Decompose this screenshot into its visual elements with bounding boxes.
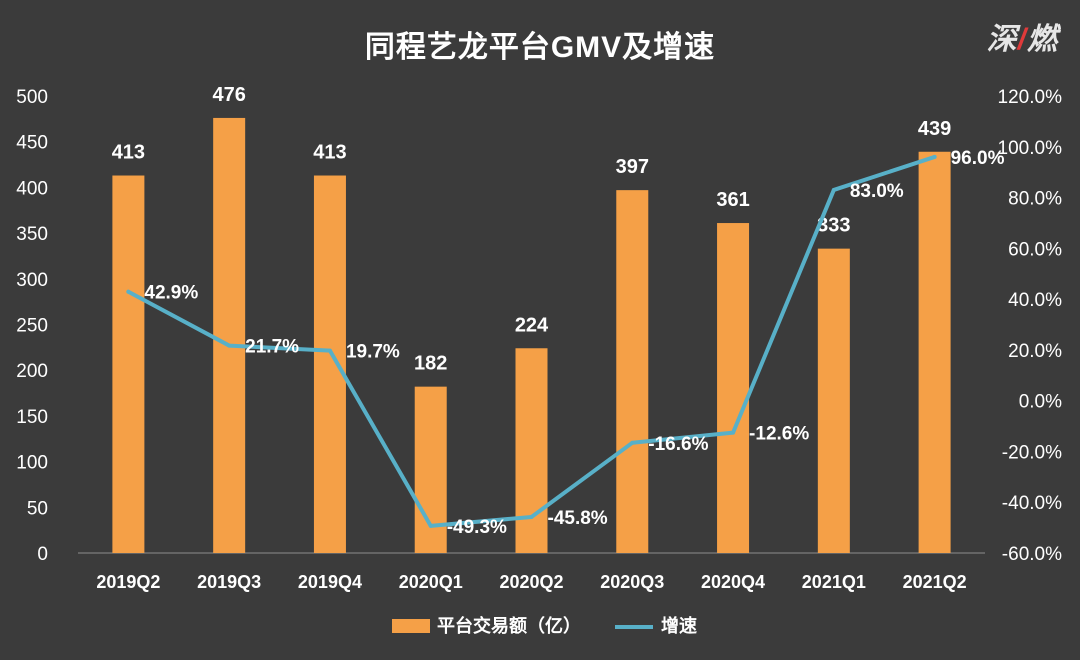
y-right-tick-label: 40.0% (1008, 290, 1062, 311)
bar-value-label: 361 (716, 189, 749, 211)
growth-point-2019Q2 (126, 289, 131, 294)
bar-2019Q2 (112, 175, 145, 553)
bar-2020Q1 (414, 386, 447, 553)
bar-value-label: 413 (112, 142, 145, 164)
bar-2019Q4 (313, 175, 346, 553)
legend-bar-swatch (392, 619, 430, 633)
x-tick-label: 2021Q2 (903, 572, 967, 592)
x-tick-label: 2020Q3 (600, 572, 664, 592)
y-left-tick-label: 450 (16, 133, 48, 154)
x-tick-label: 2021Q1 (802, 572, 866, 592)
y-right-tick-label: -60.0% (1002, 544, 1062, 565)
growth-point-2020Q2 (529, 514, 534, 519)
growth-point-2021Q2 (932, 154, 937, 159)
growth-value-label: -49.3% (447, 517, 507, 538)
y-left-tick-label: 300 (16, 270, 48, 291)
watermark-char-b: 燃 (1027, 23, 1058, 56)
growth-point-2021Q1 (831, 187, 836, 192)
bar-2021Q2 (918, 151, 951, 553)
growth-value-label: 19.7% (346, 342, 400, 363)
y-right-tick-label: 20.0% (1008, 341, 1062, 362)
bar-value-label: 182 (414, 353, 447, 375)
growth-value-label: 21.7% (245, 337, 299, 358)
legend-line-label: 增速 (661, 615, 697, 636)
y-right-tick-label: 100.0% (998, 138, 1063, 159)
x-tick-label: 2019Q2 (96, 572, 160, 592)
x-tick-label: 2020Q2 (499, 572, 563, 592)
y-left-tick-label: 50 (27, 498, 48, 519)
growth-point-2020Q4 (731, 430, 736, 435)
bar-value-label: 476 (212, 84, 245, 106)
bar-value-label: 413 (313, 142, 346, 164)
x-tick-label: 2019Q4 (298, 572, 362, 592)
y-left-tick-label: 350 (16, 224, 48, 245)
bar-2020Q4 (717, 223, 750, 553)
growth-point-2020Q1 (428, 523, 433, 528)
y-right-tick-label: -40.0% (1002, 493, 1062, 514)
bar-2020Q3 (616, 190, 649, 553)
bar-value-label: 333 (817, 215, 850, 237)
x-tick-label: 2019Q3 (197, 572, 261, 592)
growth-value-label: -16.6% (648, 434, 708, 455)
bar-value-label: 397 (616, 156, 649, 178)
bar-2019Q3 (213, 117, 246, 553)
y-left-tick-label: 100 (16, 453, 48, 474)
bar-2021Q1 (817, 248, 850, 553)
watermark-char-a: 深 (986, 23, 1018, 56)
y-left-tick-label: 200 (16, 361, 48, 382)
bar-value-label: 224 (515, 314, 549, 336)
y-left-tick-label: 150 (16, 407, 48, 428)
growth-value-label: 42.9% (144, 283, 198, 304)
watermark-logo: 深/燃 (987, 14, 1058, 58)
y-right-tick-label: 0.0% (1019, 392, 1062, 413)
y-left-tick-label: 400 (16, 178, 48, 199)
x-tick-label: 2020Q4 (701, 572, 765, 592)
growth-value-label: -45.8% (548, 508, 608, 529)
chart-title: 同程艺龙平台GMV及增速 (364, 31, 716, 64)
bar-value-label: 439 (918, 118, 951, 140)
y-left-tick-label: 250 (16, 316, 48, 337)
x-tick-label: 2020Q1 (399, 572, 463, 592)
bar-2020Q2 (515, 348, 548, 553)
watermark-slash-mark: / (1017, 23, 1027, 56)
growth-value-label: -12.6% (749, 424, 809, 445)
y-right-tick-label: 120.0% (998, 87, 1063, 108)
growth-value-label: 83.0% (850, 181, 904, 202)
y-right-tick-label: 60.0% (1008, 239, 1062, 260)
growth-point-2020Q3 (630, 440, 635, 445)
growth-point-2019Q4 (327, 348, 332, 353)
y-left-tick-label: 0 (37, 544, 48, 565)
growth-value-label: 96.0% (951, 148, 1005, 169)
growth-point-2019Q3 (227, 343, 232, 348)
y-right-tick-label: 80.0% (1008, 189, 1062, 210)
y-right-tick-label: -20.0% (1002, 442, 1062, 463)
legend-bar-label: 平台交易额（亿） (437, 615, 581, 636)
y-left-tick-label: 500 (16, 87, 48, 108)
